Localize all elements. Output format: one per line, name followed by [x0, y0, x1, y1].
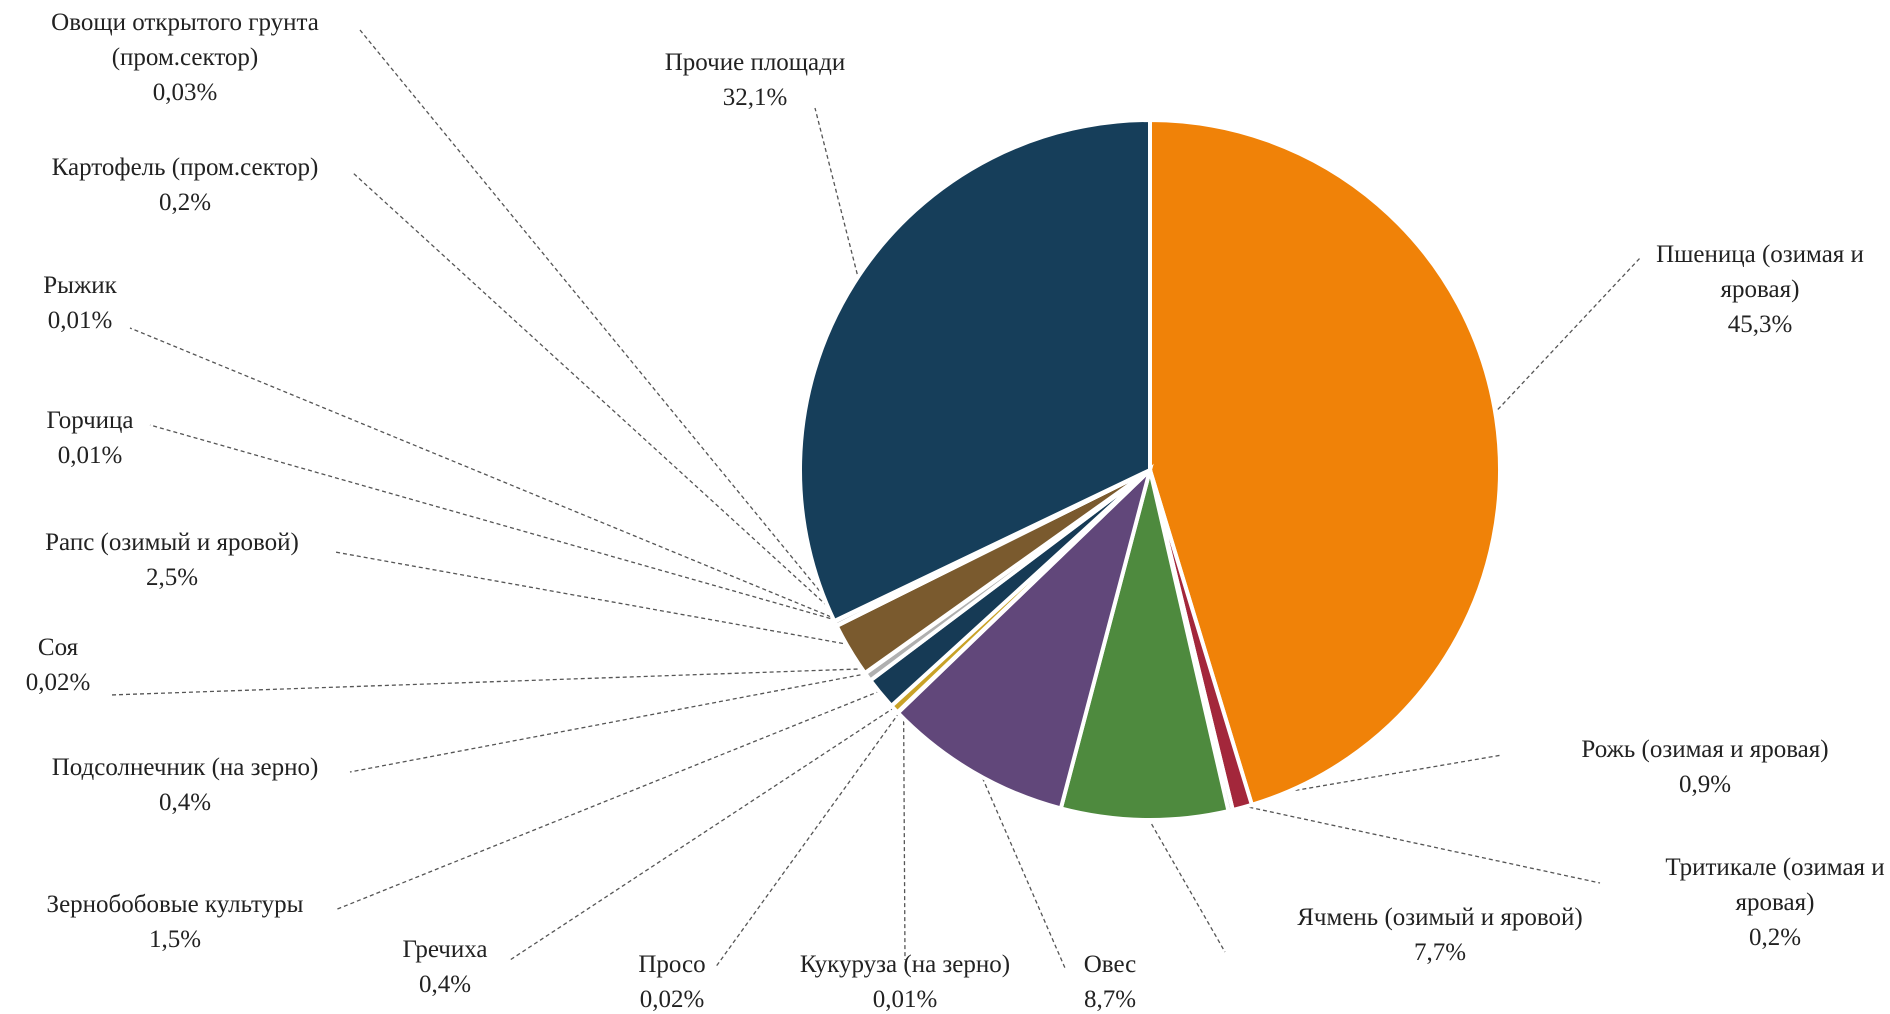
slice-label-овес: Овес 8,7%	[1084, 951, 1137, 1013]
slice-label-рожь-озимая-и-яровая: Рожь (озимая и яровая) 0,9%	[1581, 736, 1828, 798]
slice-label-зернобобовые-культуры: Зернобобовые культуры 1,5%	[47, 891, 304, 953]
slice-label-просо: Просо 0,02%	[638, 951, 705, 1013]
leader-line-подсолнечник-на-зерно	[349, 671, 875, 773]
slice-label-овощи-открытого-грунта-пром-сектор: Овощи открытого грунта (пром.сектор) 0,03%	[51, 9, 319, 106]
slice-label-рапс-озимый-и-яровой: Рапс (озимый и яровой) 2,5%	[45, 529, 299, 591]
pie-slice-пшеница-озимая-и-яровая	[1148, 117, 1502, 808]
leader-line-горчица	[149, 424, 844, 623]
leader-line-ячмень-озимый-и-яровой	[1144, 811, 1226, 953]
slice-label-тритикале-озимая-и-яровая: Тритикале (озимая и яровая) 0,2%	[1665, 854, 1884, 951]
leader-line-кукуруза-на-зерно	[902, 707, 906, 961]
slice-label-пшеница-озимая-и-яровая: Пшеница (озимая и яровая) 45,3%	[1656, 241, 1864, 338]
leader-line-овес	[976, 764, 1066, 969]
leader-line-зернобобовые-культуры	[334, 687, 888, 911]
leader-line-прочие-площади	[814, 107, 862, 288]
pie-slice-ячмень-озимый-и-яровой	[1058, 469, 1231, 822]
slice-label-гречиха: Гречиха 0,4%	[402, 936, 487, 998]
leader-line-просо	[714, 706, 904, 969]
leader-line-гречиха	[509, 703, 901, 961]
pie-slices	[798, 117, 1502, 822]
leader-lines	[109, 29, 1641, 969]
leader-line-овощи-открытого-грунта-пром-сектор	[359, 29, 843, 619]
pie-slice-овес	[895, 463, 1154, 811]
leader-line-картофель-пром-сектор	[351, 171, 844, 621]
leader-line-рыжик	[129, 327, 844, 623]
slice-labels: Пшеница (озимая и яровая) 45,3% Рожь (озима…	[26, 9, 1885, 1013]
slice-label-рыжик: Рыжик 0,01%	[43, 272, 117, 334]
slice-label-ячмень-озимый-и-яровой: Ячмень (озимый и яровой) 7,7%	[1297, 904, 1583, 966]
slice-label-подсолнечник-на-зерно: Подсолнечник (на зерно) 0,4%	[52, 754, 319, 816]
slice-label-горчица: Горчица 0,01%	[46, 407, 133, 469]
pie-slice-прочие-площади	[798, 117, 1152, 624]
leader-line-рапс-озимый-и-яровой	[334, 551, 857, 647]
slice-label-кукуруза-на-зерно: Кукуруза (на зерно) 0,01%	[800, 951, 1010, 1013]
slice-label-прочие-площади: Прочие площади 32,1%	[665, 49, 846, 111]
slice-label-соя: Соя 0,02%	[26, 634, 91, 696]
leader-line-пшеница-озимая-и-яровая	[1487, 257, 1641, 421]
leader-line-тритикале-озимая-и-яровая	[1228, 802, 1601, 884]
leader-line-соя	[109, 667, 872, 696]
slice-label-картофель-пром-сектор: Картофель (пром.сектор) 0,2%	[52, 154, 319, 216]
